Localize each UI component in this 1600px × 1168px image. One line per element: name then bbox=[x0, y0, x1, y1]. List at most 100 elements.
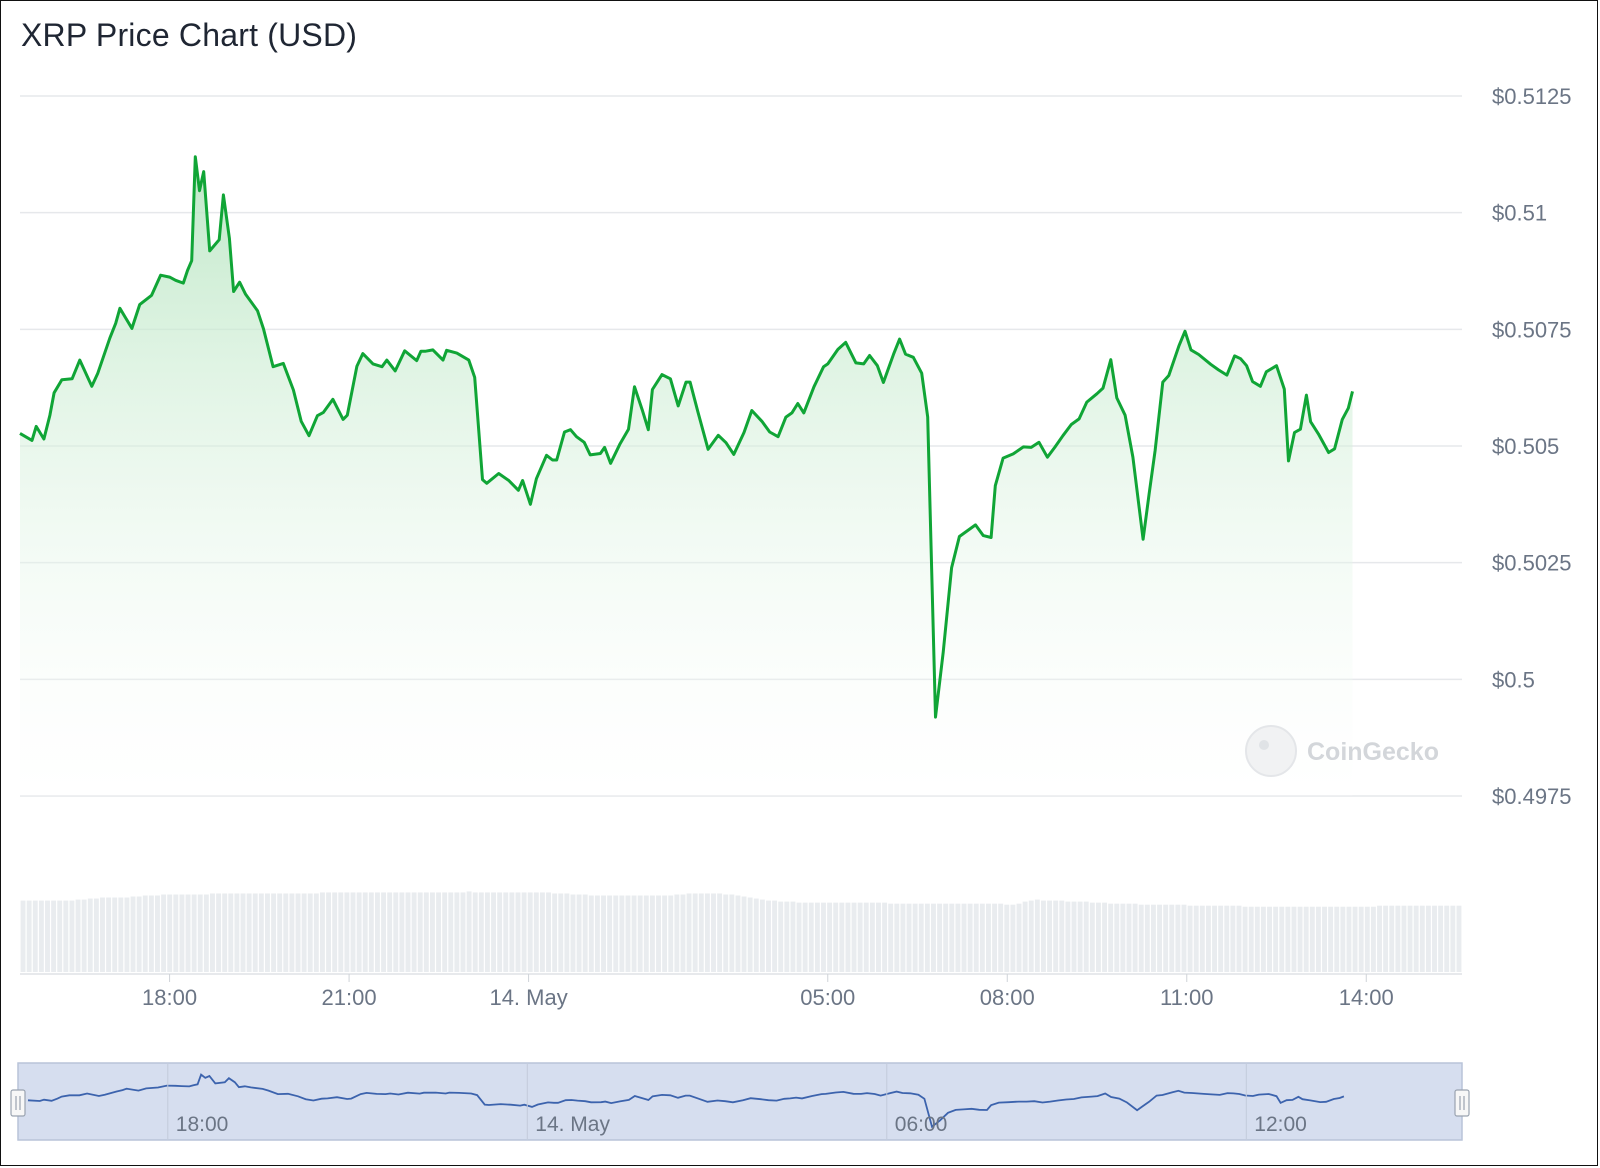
volume-bar bbox=[937, 903, 943, 972]
volume-bar bbox=[539, 892, 545, 972]
volume-bar bbox=[38, 900, 44, 972]
volume-bar bbox=[1285, 906, 1291, 972]
volume-bar bbox=[986, 903, 991, 972]
volume-bar bbox=[1291, 906, 1297, 972]
navigator-tick-label: 06:00 bbox=[895, 1113, 948, 1136]
navigator-right-handle[interactable] bbox=[1454, 1089, 1470, 1117]
x-tick-label: 11:00 bbox=[1160, 985, 1213, 1010]
volume-bar bbox=[1187, 905, 1193, 972]
y-tick-label: $0.505 bbox=[1492, 434, 1559, 459]
volume-bar bbox=[246, 893, 252, 972]
navigator[interactable]: 18:00 14. May 06:00 12:00 bbox=[10, 1062, 1470, 1141]
volume-bar bbox=[613, 895, 619, 972]
volume-bar bbox=[918, 903, 924, 972]
volume-bar bbox=[656, 895, 661, 972]
volume-bar bbox=[772, 900, 778, 972]
volume-bar bbox=[1022, 901, 1028, 972]
line-layer bbox=[19, 155, 1354, 719]
coingecko-watermark: CoinGecko bbox=[1245, 725, 1439, 777]
volume-bar bbox=[191, 894, 197, 972]
volume-bar bbox=[527, 892, 533, 972]
volume-bar bbox=[1383, 905, 1389, 972]
volume-bar bbox=[240, 893, 246, 972]
volume-bar bbox=[1065, 901, 1071, 972]
volume-bar bbox=[1395, 905, 1401, 972]
volume-bar bbox=[515, 892, 521, 972]
volume-bar bbox=[943, 903, 949, 972]
volume-bar bbox=[1034, 899, 1040, 972]
volume-bar bbox=[1334, 906, 1340, 972]
volume-bar bbox=[1205, 905, 1211, 972]
volume-bar bbox=[717, 893, 723, 972]
volume-bar bbox=[686, 893, 692, 972]
volume-bar bbox=[411, 892, 417, 972]
volume-bar bbox=[1377, 905, 1382, 972]
volume-bar bbox=[1120, 903, 1126, 972]
volume-bar bbox=[1047, 900, 1053, 972]
volume-bar bbox=[216, 893, 222, 972]
volume-bar bbox=[1322, 906, 1327, 972]
volume-bar bbox=[1157, 904, 1163, 972]
navigator-tick-label: 14. May bbox=[535, 1113, 610, 1136]
volume-bar bbox=[1273, 906, 1279, 972]
volume-bar bbox=[1071, 901, 1077, 972]
volume-bar bbox=[979, 903, 985, 972]
volume-bar bbox=[1352, 906, 1358, 972]
volume-bar bbox=[845, 902, 851, 972]
volume-bar bbox=[692, 893, 698, 972]
volume-bar bbox=[436, 892, 442, 972]
volume-bar bbox=[332, 892, 338, 972]
volume-bar bbox=[1083, 901, 1089, 972]
volume-bar bbox=[582, 894, 588, 972]
volume-bar bbox=[405, 892, 411, 972]
volume-bar bbox=[454, 892, 460, 972]
volume-bar bbox=[124, 897, 130, 972]
volume-bar bbox=[546, 892, 551, 972]
volume-bar bbox=[491, 892, 496, 972]
navigator-line bbox=[27, 1073, 1345, 1129]
volume-bar bbox=[350, 892, 356, 972]
volume-bar bbox=[1199, 905, 1205, 972]
volume-bar bbox=[234, 893, 240, 972]
navigator-left-handle[interactable] bbox=[10, 1089, 26, 1117]
volume-bar bbox=[374, 892, 380, 972]
volume-bar bbox=[790, 901, 796, 972]
volume-bar bbox=[607, 895, 613, 972]
volume-bar bbox=[136, 896, 142, 972]
volume-bar bbox=[100, 897, 105, 972]
volume-bar bbox=[643, 895, 649, 972]
navigator-tick-label: 12:00 bbox=[1254, 1113, 1307, 1136]
volume-bar bbox=[1028, 900, 1034, 972]
y-tick-label: $0.5075 bbox=[1492, 317, 1572, 342]
volume-bar bbox=[1254, 906, 1260, 972]
volume-bar bbox=[258, 893, 264, 972]
volume-bar bbox=[301, 893, 307, 972]
volume-bar bbox=[1095, 902, 1101, 972]
volume-bar bbox=[576, 894, 582, 972]
x-tick-label: 05:00 bbox=[800, 985, 855, 1010]
volume-bar bbox=[833, 902, 839, 972]
navigator-tick-label: 18:00 bbox=[176, 1113, 229, 1136]
volume-bar bbox=[552, 893, 558, 972]
volume-bar bbox=[148, 895, 154, 972]
coingecko-logo-icon bbox=[1245, 725, 1297, 777]
area-layer bbox=[20, 156, 1353, 796]
volume-bar bbox=[1260, 906, 1266, 972]
volume-bar bbox=[1181, 904, 1187, 972]
volume-bar bbox=[1144, 904, 1150, 972]
x-tick-label: 14. May bbox=[489, 985, 567, 1010]
volume-bar bbox=[32, 900, 38, 972]
volume-bar bbox=[1309, 906, 1315, 972]
x-axis: 18:00 21:00 14. May 05:00 08:00 11:00 14:00 bbox=[20, 973, 1462, 1010]
volume-bar bbox=[778, 901, 784, 972]
volume-bar bbox=[827, 902, 833, 972]
volume-bar bbox=[558, 893, 564, 972]
volume-bar bbox=[423, 892, 429, 972]
volume-bar bbox=[399, 892, 405, 972]
coingecko-logo-eye-icon bbox=[1259, 740, 1269, 750]
volume-bar bbox=[417, 892, 423, 972]
volume-bar bbox=[1419, 905, 1425, 972]
volume-bar bbox=[594, 895, 600, 972]
volume-bar bbox=[735, 895, 741, 972]
